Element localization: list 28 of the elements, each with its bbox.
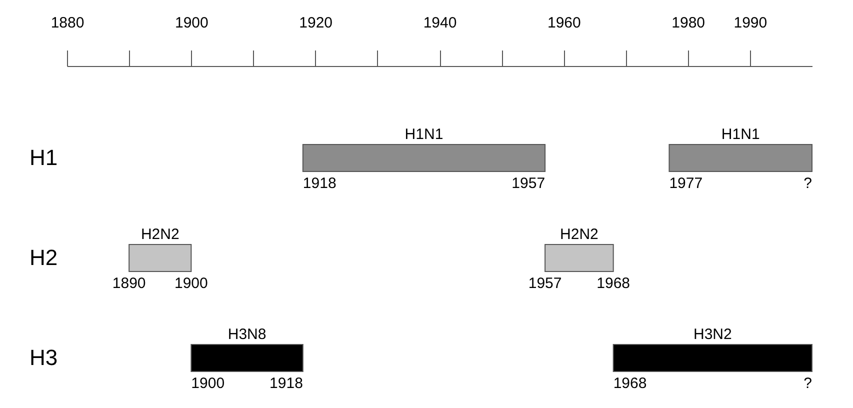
x-tick-label: 1980 <box>672 14 706 32</box>
x-tick-label: 1920 <box>299 14 333 32</box>
annotation: ? <box>804 375 812 392</box>
series-label: H1N1 <box>404 126 444 143</box>
annotation: 1957 <box>512 175 546 192</box>
annotation: 1890 <box>112 275 146 292</box>
series-label: H1N1 <box>721 126 760 143</box>
series-label: H3N8 <box>228 326 266 343</box>
annotation: ? <box>804 175 812 192</box>
annotation: 1918 <box>302 175 336 192</box>
series-label: H3N2 <box>693 326 732 343</box>
annotation: 1918 <box>270 375 303 392</box>
x-tick-label: 1990 <box>734 14 768 32</box>
y-tick-label: H3 <box>30 345 58 370</box>
annotation: 1977 <box>669 175 703 192</box>
annotation: 1968 <box>613 375 647 392</box>
x-tick-label: 1880 <box>50 14 84 32</box>
annotation: 1957 <box>528 275 562 292</box>
y-tick-label: H2 <box>30 245 58 270</box>
x-tick-label: 1900 <box>174 14 208 32</box>
annotation: 1900 <box>191 375 225 392</box>
y-tick-label: H1 <box>30 145 58 170</box>
x-tick-label: 1940 <box>423 14 457 32</box>
x-tick-label: 1960 <box>547 14 581 32</box>
annotation: 1900 <box>174 275 208 292</box>
series-label: H2N2 <box>140 226 180 243</box>
series-label: H2N2 <box>560 226 598 243</box>
annotation: 1968 <box>596 275 630 292</box>
